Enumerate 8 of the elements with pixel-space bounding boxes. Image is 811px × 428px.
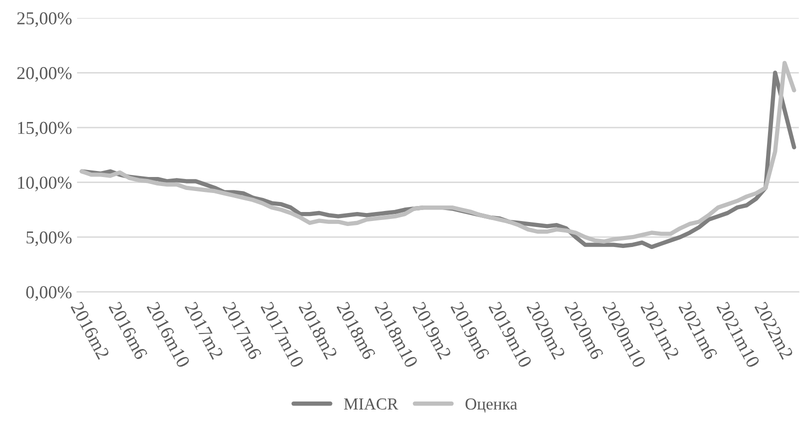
- y-tick-label: 25,00%: [17, 12, 72, 28]
- y-tick-label: 10,00%: [18, 176, 72, 192]
- y-tick-label: 0,00%: [26, 286, 72, 301]
- y-tick-label: 5,00%: [26, 231, 72, 246]
- y-tick-label: 20,00%: [17, 67, 72, 82]
- legend-label: Оценка: [466, 398, 518, 413]
- legend-label: MIACR: [344, 398, 398, 410]
- y-tick-label: 15,00%: [18, 122, 72, 137]
